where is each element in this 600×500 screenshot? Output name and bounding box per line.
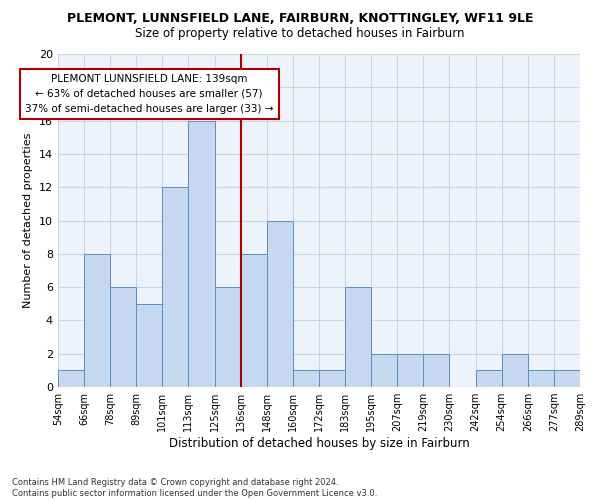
Bar <box>188 120 215 387</box>
Bar <box>476 370 502 387</box>
Bar <box>267 220 293 387</box>
Bar <box>215 287 241 387</box>
Bar <box>241 254 267 387</box>
Text: PLEMONT LUNNSFIELD LANE: 139sqm
← 63% of detached houses are smaller (57)
37% of: PLEMONT LUNNSFIELD LANE: 139sqm ← 63% of… <box>25 74 274 114</box>
Y-axis label: Number of detached properties: Number of detached properties <box>23 133 34 308</box>
Bar <box>397 354 424 387</box>
Bar <box>293 370 319 387</box>
Bar <box>319 370 345 387</box>
Bar <box>528 370 554 387</box>
Bar <box>110 287 136 387</box>
Bar <box>136 304 162 387</box>
Bar <box>345 287 371 387</box>
Bar <box>502 354 528 387</box>
X-axis label: Distribution of detached houses by size in Fairburn: Distribution of detached houses by size … <box>169 437 469 450</box>
Bar <box>424 354 449 387</box>
Text: PLEMONT, LUNNSFIELD LANE, FAIRBURN, KNOTTINGLEY, WF11 9LE: PLEMONT, LUNNSFIELD LANE, FAIRBURN, KNOT… <box>67 12 533 26</box>
Bar <box>371 354 397 387</box>
Bar <box>58 370 84 387</box>
Bar <box>162 187 188 387</box>
Text: Size of property relative to detached houses in Fairburn: Size of property relative to detached ho… <box>135 28 465 40</box>
Text: Contains HM Land Registry data © Crown copyright and database right 2024.
Contai: Contains HM Land Registry data © Crown c… <box>12 478 377 498</box>
Bar <box>84 254 110 387</box>
Bar <box>554 370 580 387</box>
